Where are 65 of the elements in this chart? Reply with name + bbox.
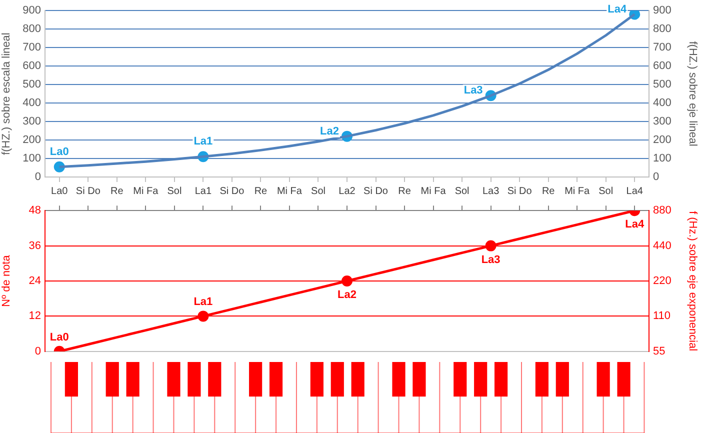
y-tick-label: 300 bbox=[22, 116, 41, 128]
y-tick-label: 200 bbox=[22, 134, 41, 146]
y-tick-label: 48 bbox=[28, 204, 41, 217]
y-axis-title: Nº de nota bbox=[0, 254, 13, 307]
x-tick-label: La0 bbox=[51, 186, 68, 197]
y-tick-label: 900 bbox=[22, 4, 41, 17]
y2-tick-label: 900 bbox=[653, 4, 672, 17]
y2-axis-title: f(HZ.) sobre eje lineal bbox=[686, 41, 698, 146]
y2-tick-label: 800 bbox=[653, 23, 672, 36]
annotation: La0 bbox=[50, 331, 69, 344]
y2-tick-label: 400 bbox=[653, 97, 672, 110]
x-tick-label: Sol bbox=[598, 186, 614, 197]
y2-tick-label: 0 bbox=[653, 171, 660, 184]
y-tick-label: 400 bbox=[22, 97, 41, 110]
x-tick-label: Re bbox=[398, 186, 412, 197]
y2-tick-label: 880 bbox=[653, 204, 672, 217]
annotation: La2 bbox=[338, 289, 356, 302]
y-axis-title: f(HZ.) sobre escala lineal bbox=[0, 32, 13, 155]
y2-tick-label: 700 bbox=[653, 42, 672, 54]
y-tick-label: 0 bbox=[34, 171, 41, 184]
x-tick-label: Si Do bbox=[364, 186, 388, 197]
x-tick-label: Mi Fa bbox=[276, 186, 302, 197]
y-tick-label: 24 bbox=[28, 275, 41, 288]
annotation: La3 bbox=[464, 84, 483, 97]
y-tick-label: 500 bbox=[22, 78, 41, 91]
x-tick-label: Sol bbox=[311, 186, 326, 197]
y2-tick-label: 110 bbox=[653, 310, 671, 322]
y2-tick-label: 55 bbox=[653, 345, 666, 358]
x-tick-label: Re bbox=[542, 186, 556, 197]
x-tick-label: La3 bbox=[482, 186, 500, 197]
x-tick-label: Mi Fa bbox=[564, 186, 590, 197]
annotation: La0 bbox=[50, 146, 69, 158]
x-tick-label: Si Do bbox=[220, 186, 245, 197]
y-tick-label: 100 bbox=[22, 152, 41, 165]
annotation: La2 bbox=[320, 125, 340, 138]
y-tick-label: 600 bbox=[22, 60, 41, 72]
x-tick-label: Sol bbox=[167, 186, 182, 197]
y-tick-label: 800 bbox=[22, 23, 41, 36]
x-tick-label: Sol bbox=[454, 186, 470, 197]
y2-tick-label: 440 bbox=[653, 240, 672, 252]
x-tick-label: Re bbox=[110, 186, 124, 197]
y2-tick-label: 200 bbox=[653, 134, 672, 146]
y2-tick-label: 100 bbox=[653, 152, 672, 165]
x-tick-label: Mi Fa bbox=[133, 186, 159, 197]
y2-axis-title: f (Hz.) sobre eje exponencial bbox=[686, 210, 698, 352]
annotation: La4 bbox=[608, 3, 628, 16]
x-tick-label: Si Do bbox=[76, 186, 101, 197]
x-tick-label: Re bbox=[254, 186, 268, 197]
y-tick-label: 0 bbox=[34, 345, 41, 358]
x-tick-label: Mi Fa bbox=[420, 186, 446, 197]
x-tick-label: La4 bbox=[626, 186, 644, 197]
annotation: La1 bbox=[194, 136, 213, 148]
x-tick-label: Si Do bbox=[507, 186, 532, 197]
x-tick-label: La2 bbox=[338, 186, 356, 197]
y2-tick-label: 220 bbox=[653, 275, 672, 288]
annotation: La4 bbox=[625, 218, 645, 231]
annotation: La3 bbox=[481, 254, 500, 266]
annotation: La1 bbox=[194, 296, 213, 308]
y-tick-label: 12 bbox=[28, 310, 41, 322]
y2-tick-label: 600 bbox=[653, 60, 672, 72]
y-tick-label: 36 bbox=[28, 240, 41, 252]
y-tick-label: 700 bbox=[22, 42, 41, 54]
y2-tick-label: 500 bbox=[653, 78, 672, 91]
x-tick-label: La1 bbox=[194, 186, 212, 197]
y2-tick-label: 300 bbox=[653, 116, 672, 128]
